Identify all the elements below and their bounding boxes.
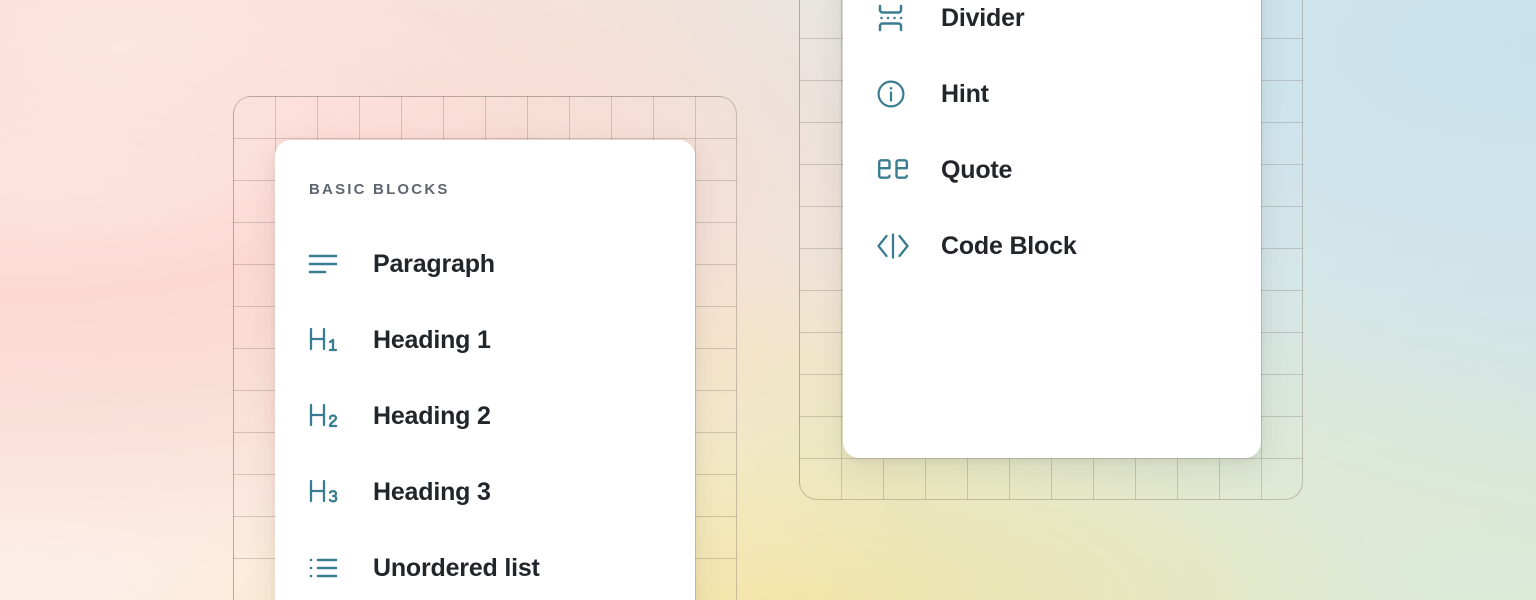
heading-1-icon <box>309 323 349 357</box>
menu-item-paragraph[interactable]: Paragraph <box>275 226 695 302</box>
heading-2-icon <box>309 399 349 433</box>
menu-item-divider[interactable]: Divider <box>843 0 1261 56</box>
menu-item-quote[interactable]: Quote <box>843 132 1261 208</box>
menu-item-code-block[interactable]: Code Block <box>843 208 1261 284</box>
block-menu-list-more: 1 2 Ordered list <box>843 0 1261 284</box>
menu-item-label: Quote <box>941 155 1013 184</box>
menu-item-label: Paragraph <box>373 249 495 278</box>
menu-item-hint[interactable]: Hint <box>843 56 1261 132</box>
menu-item-heading-2[interactable]: Heading 2 <box>275 378 695 454</box>
heading-3-icon <box>309 475 349 509</box>
block-menu-more-blocks: 1 2 Ordered list <box>843 0 1261 458</box>
info-circle-icon <box>877 77 917 111</box>
divider-icon <box>877 1 917 35</box>
menu-item-heading-3[interactable]: Heading 3 <box>275 454 695 530</box>
block-menu-list-basic: Paragraph Heading 1 <box>275 226 695 600</box>
paragraph-lines-icon <box>308 247 349 281</box>
unordered-list-icon <box>309 551 349 585</box>
menu-item-label: Heading 2 <box>373 401 491 430</box>
menu-item-label: Divider <box>941 3 1025 32</box>
code-brackets-icon <box>877 229 917 263</box>
block-menu-basic-blocks: BASIC BLOCKS Paragraph <box>275 140 695 600</box>
menu-item-label: Code Block <box>941 231 1077 260</box>
quote-marks-icon <box>877 153 917 187</box>
menu-item-label: Hint <box>941 79 989 108</box>
section-label-basic-blocks: BASIC BLOCKS <box>309 181 450 198</box>
menu-item-unordered-list[interactable]: Unordered list <box>275 530 695 600</box>
menu-item-heading-1[interactable]: Heading 1 <box>275 302 695 378</box>
menu-item-label: Heading 1 <box>373 325 491 354</box>
menu-item-label: Unordered list <box>373 553 540 582</box>
menu-item-label: Heading 3 <box>373 477 491 506</box>
